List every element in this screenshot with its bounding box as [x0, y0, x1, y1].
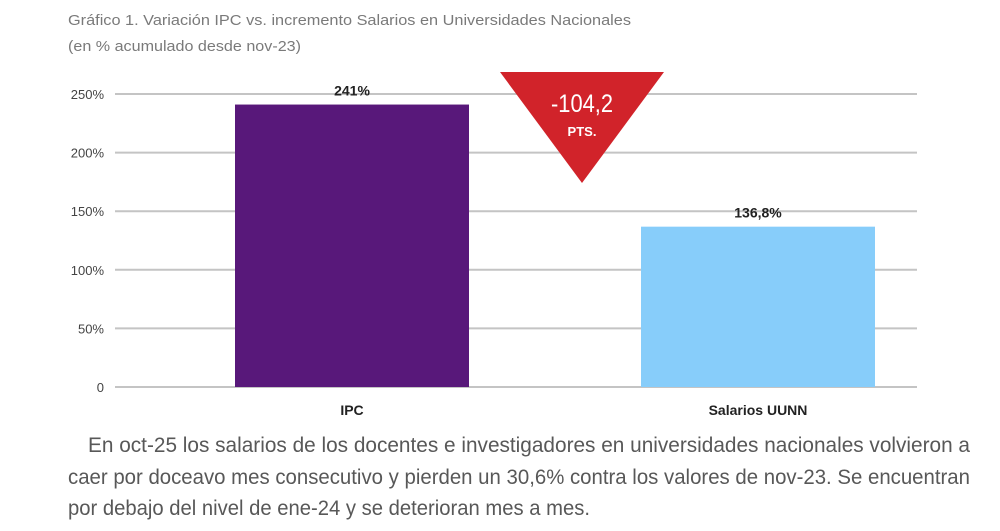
y-tick-label: 100% — [71, 263, 105, 278]
y-tick-label: 200% — [71, 146, 105, 161]
chart-subtitle: (en % acumulado desde nov-23) — [68, 38, 301, 55]
y-tick-label: 0 — [97, 380, 104, 395]
difference-value: -104,2 — [551, 90, 613, 118]
paragraph-line: En oct-25 los salarios de los docentes e… — [88, 434, 970, 457]
chart-title: Gráfico 1. Variación IPC vs. incremento … — [68, 12, 631, 29]
x-category-label: IPC — [340, 402, 363, 418]
paragraph-line: por debajo del nivel de ene-24 y se dete… — [68, 497, 590, 520]
difference-unit: PTS. — [568, 124, 597, 139]
x-category-label: Salarios UUNN — [709, 402, 808, 418]
bar — [235, 104, 469, 387]
difference-annotation: -104,2 PTS. — [500, 72, 664, 183]
bar — [641, 226, 875, 387]
paragraph-line: caer por doceavo mes consecutivo y pierd… — [68, 466, 970, 489]
paragraph: En oct-25 los salarios de los docentes e… — [68, 434, 970, 520]
data-label: 136,8% — [734, 205, 782, 221]
y-tick-label: 150% — [71, 204, 105, 219]
y-tick-label: 50% — [78, 321, 104, 336]
y-tick-label: 250% — [71, 87, 105, 102]
data-label: 241% — [334, 83, 370, 99]
down-triangle-icon — [500, 72, 664, 183]
